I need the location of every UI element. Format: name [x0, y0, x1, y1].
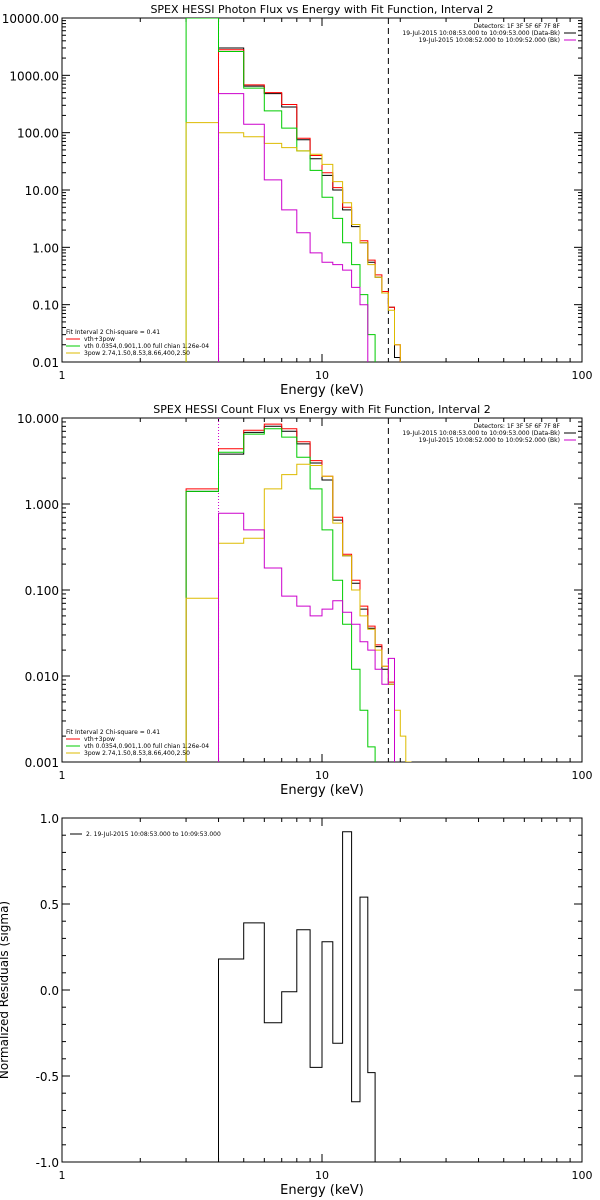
y-tick-label: 10000.00 [2, 12, 59, 26]
y-tick-label: 1.0 [40, 812, 59, 826]
x-tick-label: 10 [315, 1169, 329, 1182]
series-histogram-2 [185, 423, 395, 762]
y-tick-label: 0.5 [40, 898, 59, 912]
legend-top-text: Detectors: 1F 3F 5F 6F 7F 8F [474, 23, 561, 30]
series-histogram-2 [218, 49, 401, 362]
legend-bottom-text: vth 0.0354,0.901,1.00 full chian 1.26e-0… [84, 343, 209, 350]
series-histogram-1 [185, 425, 395, 762]
legend-bottom-text: 3pow 2.74,1.50,8.53,8.66,400,2.50 [84, 350, 190, 357]
legend-top-text: 19-Jul-2015 10:08:52.000 to 10:09:52.000… [419, 37, 560, 44]
series-histogram-4 [185, 463, 412, 762]
legend-bottom-text: 3pow 2.74,1.50,8.53,8.66,400,2.50 [84, 750, 190, 757]
y-tick-label: 0.100 [25, 584, 59, 598]
series-group [185, 423, 412, 762]
y-tick-label: 10.000 [17, 412, 59, 426]
legend-top-text: Detectors: 1F 3F 5F 6F 7F 8F [474, 423, 561, 430]
legend-bottom-text: Fit Interval 2 Chi-square = 0.41 [66, 329, 160, 336]
x-axis-label: Energy (keV) [280, 1183, 364, 1198]
x-tick-label: 10 [315, 369, 329, 382]
series-histogram-1 [218, 831, 376, 1162]
series-histogram-3 [185, 428, 376, 762]
y-tick-label: 0.010 [25, 670, 59, 684]
x-tick-label: 1 [59, 1169, 66, 1182]
chart-title: SPEX HESSI Photon Flux vs Energy with Fi… [150, 3, 493, 16]
legend-top-text: 19-Jul-2015 10:08:53.000 to 10:09:53.000… [402, 430, 560, 437]
legend-bottom-text: vth+3pow [84, 736, 115, 743]
series-histogram-5 [218, 93, 369, 362]
x-axis-label: Energy (keV) [280, 383, 364, 398]
chart-title: SPEX HESSI Count Flux vs Energy with Fit… [153, 403, 490, 416]
y-tick-label: -1.0 [36, 1156, 59, 1170]
legend-top-text: 19-Jul-2015 10:08:53.000 to 10:09:53.000… [402, 30, 560, 37]
x-tick-label: 100 [572, 769, 593, 782]
y-tick-label: 10.00 [25, 184, 59, 198]
legend-bottom-text: vth+3pow [84, 336, 115, 343]
x-tick-label: 100 [572, 1169, 593, 1182]
x-tick-label: 10 [315, 769, 329, 782]
y-tick-label: 0.001 [25, 756, 59, 770]
legend-bottom-text: vth 0.0354,0.901,1.00 full chian 1.26e-0… [84, 743, 209, 750]
chart-3: 1 10 100 Energy (keV) -1.0 -0.5 0.0 0.5 1.0 Norma… [0, 812, 593, 1198]
chart-2: SPEX HESSI Count Flux vs Energy with Fit… [17, 403, 593, 798]
x-tick-label: 100 [572, 369, 593, 382]
series-histogram-5 [218, 512, 395, 762]
x-tick-label: 1 [59, 369, 66, 382]
y-tick-label: 0.0 [40, 984, 59, 998]
series-group [218, 831, 376, 1162]
series-histogram-3 [185, 18, 376, 362]
series-histogram-4 [185, 122, 401, 362]
y-tick-label: 100.00 [17, 127, 59, 141]
y-axis-label: Normalized Residuals (sigma) [0, 901, 11, 1079]
x-axis-label: Energy (keV) [280, 783, 364, 798]
y-tick-label: -0.5 [36, 1070, 59, 1084]
y-tick-label: 1000.00 [9, 69, 59, 83]
y-tick-label: 0.01 [32, 356, 59, 370]
legend-top-text: 2. 19-Jul-2015 10:08:53.000 to 10:09:53.… [86, 831, 221, 838]
y-tick-label: 0.10 [32, 299, 59, 313]
y-tick-label: 1.000 [25, 498, 59, 512]
x-tick-label: 1 [59, 769, 66, 782]
series-group [185, 18, 401, 362]
legend-bottom-text: Fit Interval 2 Chi-square = 0.41 [66, 729, 160, 736]
chart-1: SPEX HESSI Photon Flux vs Energy with Fi… [2, 3, 593, 398]
legend-top-text: 19-Jul-2015 10:08:52.000 to 10:09:52.000… [419, 437, 560, 444]
series-histogram-1 [218, 47, 401, 362]
y-tick-label: 1.00 [32, 241, 59, 255]
